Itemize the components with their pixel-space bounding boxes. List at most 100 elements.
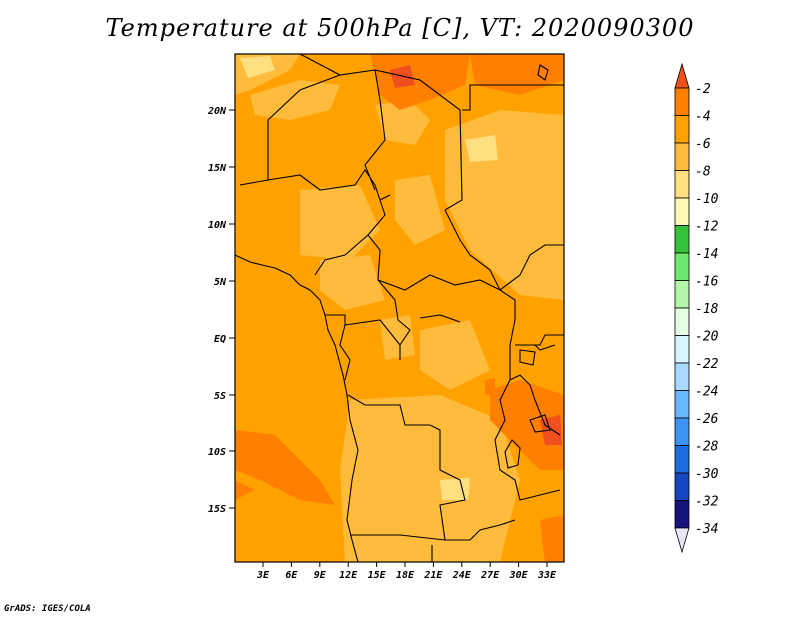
colorbar-label: -32 bbox=[695, 495, 719, 510]
lon-label: 18E bbox=[396, 570, 415, 581]
colorbar-label: -8 bbox=[695, 165, 711, 180]
colorbar: -2 -4 -6 -8 -10 -12 -14 -16 -18 -20 -22 -24 -26 -28 -3… bbox=[674, 62, 719, 554]
border-line bbox=[515, 334, 564, 346]
colorbar-label: -28 bbox=[695, 440, 719, 455]
border-line bbox=[374, 69, 463, 211]
colorbar-swatch bbox=[674, 417, 690, 446]
colorbar-label: -10 bbox=[695, 192, 719, 207]
colorbar-swatch bbox=[674, 335, 690, 364]
border-line bbox=[339, 324, 351, 381]
field-patch-light bbox=[395, 175, 445, 245]
field-patch-warm bbox=[235, 430, 335, 505]
lat-label: 5N bbox=[214, 277, 227, 288]
field-patch-light bbox=[340, 395, 520, 562]
colorbar-swatch bbox=[674, 115, 690, 144]
colorbar-swatch bbox=[674, 280, 690, 309]
field-patch-pale bbox=[240, 56, 275, 78]
colorbar-label: -34 bbox=[695, 522, 718, 537]
colorbar-swatch bbox=[674, 500, 690, 529]
colorbar-label: -18 bbox=[695, 302, 719, 317]
field-patch-warm bbox=[485, 378, 495, 395]
lon-label: 27E bbox=[480, 570, 500, 581]
latitude-axis: 20N 15N 10N 5N EQ 5S 10S 15S bbox=[207, 106, 235, 515]
colorbar-label: -30 bbox=[695, 467, 719, 482]
colorbar-bottom-arrow bbox=[674, 527, 690, 554]
border-line bbox=[267, 169, 391, 201]
colorbar-label: -24 bbox=[695, 385, 718, 400]
colorbar-swatch bbox=[674, 307, 690, 336]
lon-label: 6E bbox=[285, 570, 298, 581]
border-line bbox=[444, 209, 501, 291]
border-line bbox=[347, 394, 466, 541]
lon-label: 30E bbox=[509, 570, 529, 581]
colorbar-label: -14 bbox=[695, 247, 718, 262]
colorbar-swatch bbox=[674, 472, 690, 501]
colorbar-label: -26 bbox=[695, 412, 719, 427]
lat-label: 15N bbox=[208, 163, 227, 174]
colorbar-label: -22 bbox=[695, 357, 719, 372]
field-patch-warm bbox=[490, 380, 564, 470]
lat-label: 15S bbox=[208, 504, 226, 515]
lon-label: 15E bbox=[368, 570, 387, 581]
lake-outline bbox=[519, 349, 536, 366]
border-line bbox=[367, 234, 564, 291]
river-line bbox=[419, 314, 461, 323]
border-line bbox=[494, 289, 561, 501]
colorbar-top-arrow bbox=[674, 62, 690, 89]
colorbar-swatch bbox=[674, 390, 690, 419]
colorbar-swatch bbox=[674, 197, 690, 226]
grads-credit: GrADS: IGES/COLA bbox=[4, 604, 91, 614]
longitude-axis: 3E 6E 9E 12E 15E 18E 21E 24E 27E 30E 33E bbox=[256, 562, 557, 581]
lat-label: 20N bbox=[207, 106, 227, 117]
field-patch-warm bbox=[235, 480, 255, 500]
field-patch-hot bbox=[540, 415, 562, 445]
lon-label: 9E bbox=[314, 570, 327, 581]
colorbar-swatch bbox=[674, 142, 690, 171]
lat-label: 10S bbox=[208, 447, 226, 458]
colorbar-swatch bbox=[674, 170, 690, 199]
country-borders bbox=[235, 54, 564, 562]
field-patch-light bbox=[380, 315, 415, 360]
border-line bbox=[534, 344, 556, 351]
colorbar-swatch bbox=[674, 362, 690, 391]
border-line bbox=[462, 84, 564, 111]
field-patch-light bbox=[375, 100, 430, 145]
field-patch-warm bbox=[540, 515, 564, 562]
colorbar-label: -2 bbox=[695, 82, 711, 97]
colorbar-label: -12 bbox=[695, 220, 719, 235]
field-patch-light bbox=[250, 80, 340, 120]
lon-label: 12E bbox=[339, 570, 358, 581]
lon-label: 33E bbox=[537, 570, 557, 581]
map-title: Temperature at 500hPa [C], VT: 202009030… bbox=[105, 14, 695, 42]
lon-label: 3E bbox=[256, 570, 270, 581]
coastline bbox=[537, 64, 549, 81]
border-line bbox=[267, 74, 341, 121]
colorbar-swatch bbox=[674, 87, 690, 116]
lake-outline bbox=[529, 414, 551, 433]
lat-label: 5S bbox=[214, 391, 226, 402]
border-line bbox=[325, 314, 401, 360]
lake-outline bbox=[504, 439, 521, 469]
coastline bbox=[235, 254, 359, 562]
border-line bbox=[377, 279, 411, 346]
border-line bbox=[350, 519, 516, 541]
colorbar-swatch bbox=[674, 445, 690, 474]
field-patch-warm bbox=[370, 54, 470, 110]
lat-label: 10N bbox=[208, 220, 227, 231]
field-patch-pale bbox=[440, 478, 470, 500]
colorbar-label: -6 bbox=[695, 137, 711, 152]
lat-label: EQ bbox=[214, 334, 226, 345]
lon-label: 21E bbox=[423, 570, 443, 581]
field-patch-pale bbox=[465, 135, 498, 162]
field-patch-light bbox=[320, 255, 385, 310]
colorbar-label: -4 bbox=[695, 110, 711, 125]
colorbar-label: -20 bbox=[695, 330, 719, 345]
colorbar-swatch bbox=[674, 225, 690, 254]
border-line bbox=[314, 199, 386, 276]
border-line bbox=[509, 374, 561, 436]
colorbar-label: -16 bbox=[695, 275, 719, 290]
lon-label: 24E bbox=[452, 570, 472, 581]
map-frame bbox=[234, 53, 565, 563]
field-patch-light bbox=[420, 320, 490, 390]
